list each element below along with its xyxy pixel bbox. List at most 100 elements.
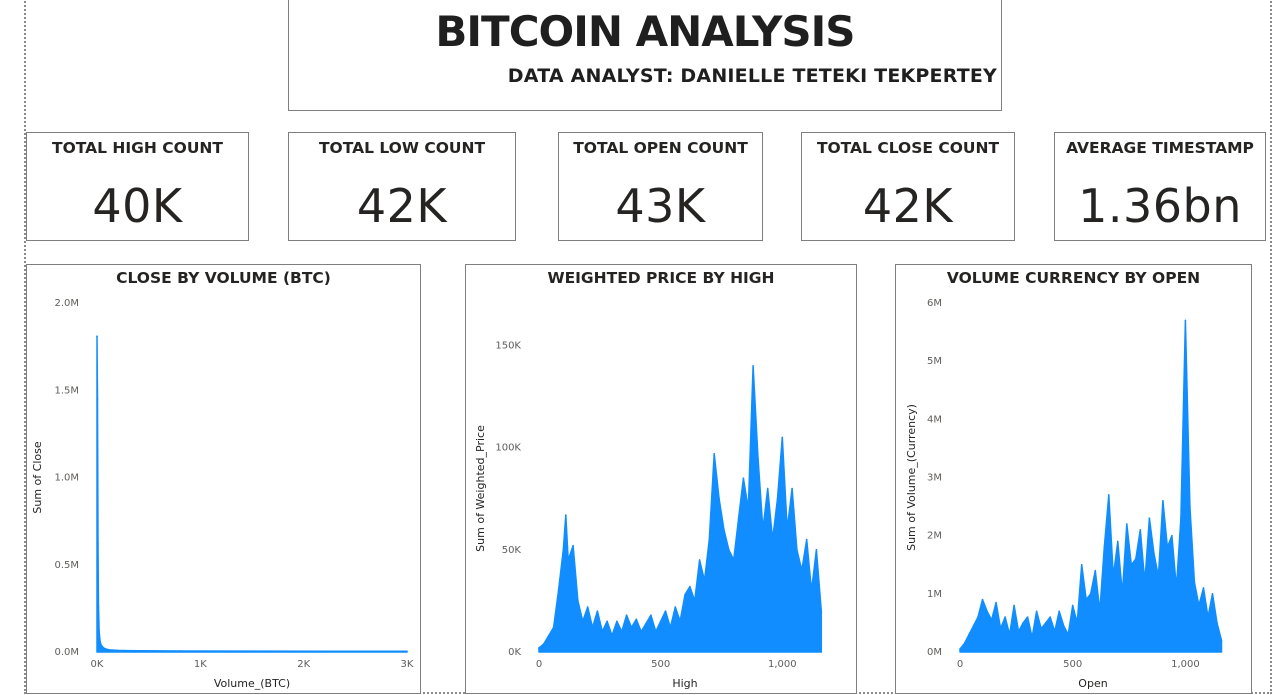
data-point xyxy=(567,559,569,561)
kpi-card-average-timestamp[interactable]: AVERAGE TIMESTAMP 1.36bn xyxy=(1054,132,1266,241)
data-point xyxy=(1103,546,1106,549)
y-tick-label: 0K xyxy=(508,647,521,658)
data-point xyxy=(1076,622,1079,624)
data-point xyxy=(713,452,715,455)
data-point xyxy=(664,610,667,612)
data-point xyxy=(1139,529,1142,531)
kpi-card-total-open[interactable]: TOTAL OPEN COUNT 43K xyxy=(558,132,763,241)
data-point xyxy=(786,528,788,531)
data-point xyxy=(96,335,98,337)
chart-svg: 0.0M 0.5M 1.0M 1.5M 2.0M 0K 1K 2K 3K Volume_(BTC)… xyxy=(31,298,414,690)
data-point xyxy=(606,620,608,623)
data-point xyxy=(97,543,99,545)
data-point xyxy=(959,648,961,650)
data-point xyxy=(972,625,975,627)
data-point xyxy=(1189,505,1191,508)
chart-close-by-volume[interactable]: CLOSE BY VOLUME (BTC) 0.0M 0.5M 1.0M 1.5M 2.… xyxy=(26,264,421,694)
data-point xyxy=(1044,622,1047,624)
data-point xyxy=(1135,558,1137,560)
x-axis-title: Volume_(BTC) xyxy=(214,677,290,690)
data-point xyxy=(1171,534,1173,537)
x-axis-title: Open xyxy=(1078,677,1107,690)
data-point xyxy=(1049,616,1051,618)
y-tick-label: 4M xyxy=(927,414,942,425)
data-point xyxy=(100,644,102,646)
data-point xyxy=(1017,630,1020,633)
chart-weighted-price-by-high[interactable]: WEIGHTED PRICE BY HIGH 0K 50K 100K 150K 0 500… xyxy=(465,264,857,694)
x-tick-label: 2K xyxy=(297,659,310,670)
data-point xyxy=(762,528,764,531)
title-card: BITCOIN ANALYSIS DATA ANALYST: DANIELLE … xyxy=(288,0,1002,111)
series-area xyxy=(96,335,408,653)
data-point xyxy=(98,630,100,632)
data-point xyxy=(1157,575,1160,578)
kpi-card-total-high[interactable]: TOTAL HIGH COUNT 40K xyxy=(26,132,249,241)
kpi-label: TOTAL LOW COUNT xyxy=(318,139,486,157)
y-tick-label: 150K xyxy=(495,340,521,351)
data-point xyxy=(801,569,803,572)
y-axis-title: Sum of Close xyxy=(31,441,44,513)
data-point xyxy=(591,626,594,629)
data-point xyxy=(732,559,735,561)
data-point xyxy=(977,616,979,618)
y-tick-label: 2.0M xyxy=(54,298,79,309)
data-point xyxy=(1180,517,1182,520)
data-point xyxy=(1004,616,1006,618)
data-point xyxy=(1058,610,1060,613)
kpi-value: 1.36bn xyxy=(1078,179,1242,233)
x-tick-label: 500 xyxy=(1063,659,1082,670)
kpi-label: TOTAL HIGH COUNT xyxy=(52,139,223,157)
data-point xyxy=(1216,622,1218,624)
data-point xyxy=(723,528,725,531)
kpi-label: AVERAGE TIMESTAMP xyxy=(1066,139,1254,157)
data-point xyxy=(538,647,540,649)
y-tick-label: 0.0M xyxy=(54,647,79,658)
data-point xyxy=(718,497,720,500)
data-point xyxy=(999,627,1002,630)
data-point xyxy=(820,610,823,612)
y-tick-label: 3M xyxy=(927,473,942,484)
data-point xyxy=(1094,569,1097,572)
data-point xyxy=(1153,552,1155,554)
data-point xyxy=(1071,604,1074,607)
data-point xyxy=(810,589,813,592)
data-point xyxy=(1008,633,1011,636)
data-point xyxy=(796,549,798,551)
data-point xyxy=(659,620,662,623)
data-point xyxy=(543,643,545,645)
series-area xyxy=(538,365,823,653)
data-point xyxy=(963,642,966,645)
data-point xyxy=(1162,499,1164,502)
data-point xyxy=(968,633,970,636)
data-point xyxy=(1202,587,1205,589)
chart-volume-currency-by-open[interactable]: VOLUME CURRENCY BY OPEN 0M 1M 2M 3M 4M 5M 6M 0 5… xyxy=(895,264,1252,694)
data-point xyxy=(1130,563,1133,566)
data-point xyxy=(995,601,997,604)
data-point xyxy=(1026,616,1029,618)
kpi-card-total-low[interactable]: TOTAL LOW COUNT 42K xyxy=(288,132,516,241)
data-point xyxy=(781,436,784,439)
data-point xyxy=(1107,494,1110,496)
chart-svg: 0M 1M 2M 3M 4M 5M 6M 0 500 1,000 Open Sum of Volume… xyxy=(905,298,1223,690)
series-area xyxy=(959,319,1223,653)
y-tick-label: 50K xyxy=(502,545,522,556)
y-tick-label: 1.0M xyxy=(54,473,79,484)
data-point xyxy=(178,650,181,652)
data-point xyxy=(406,650,408,653)
data-point xyxy=(102,646,104,649)
data-point xyxy=(771,538,774,541)
data-point xyxy=(552,626,555,629)
chart-title: CLOSE BY VOLUME (BTC) xyxy=(116,269,331,287)
data-point xyxy=(616,620,618,623)
kpi-value: 42K xyxy=(356,179,448,233)
y-tick-label: 2M xyxy=(927,531,942,542)
data-point xyxy=(805,538,808,541)
data-point xyxy=(564,514,567,516)
data-point xyxy=(757,457,759,459)
kpi-card-total-close[interactable]: TOTAL CLOSE COUNT 42K xyxy=(801,132,1015,241)
data-point xyxy=(1035,610,1038,613)
data-point xyxy=(689,585,691,588)
data-point xyxy=(1053,630,1056,633)
data-point xyxy=(1121,593,1124,595)
data-point xyxy=(547,634,550,637)
